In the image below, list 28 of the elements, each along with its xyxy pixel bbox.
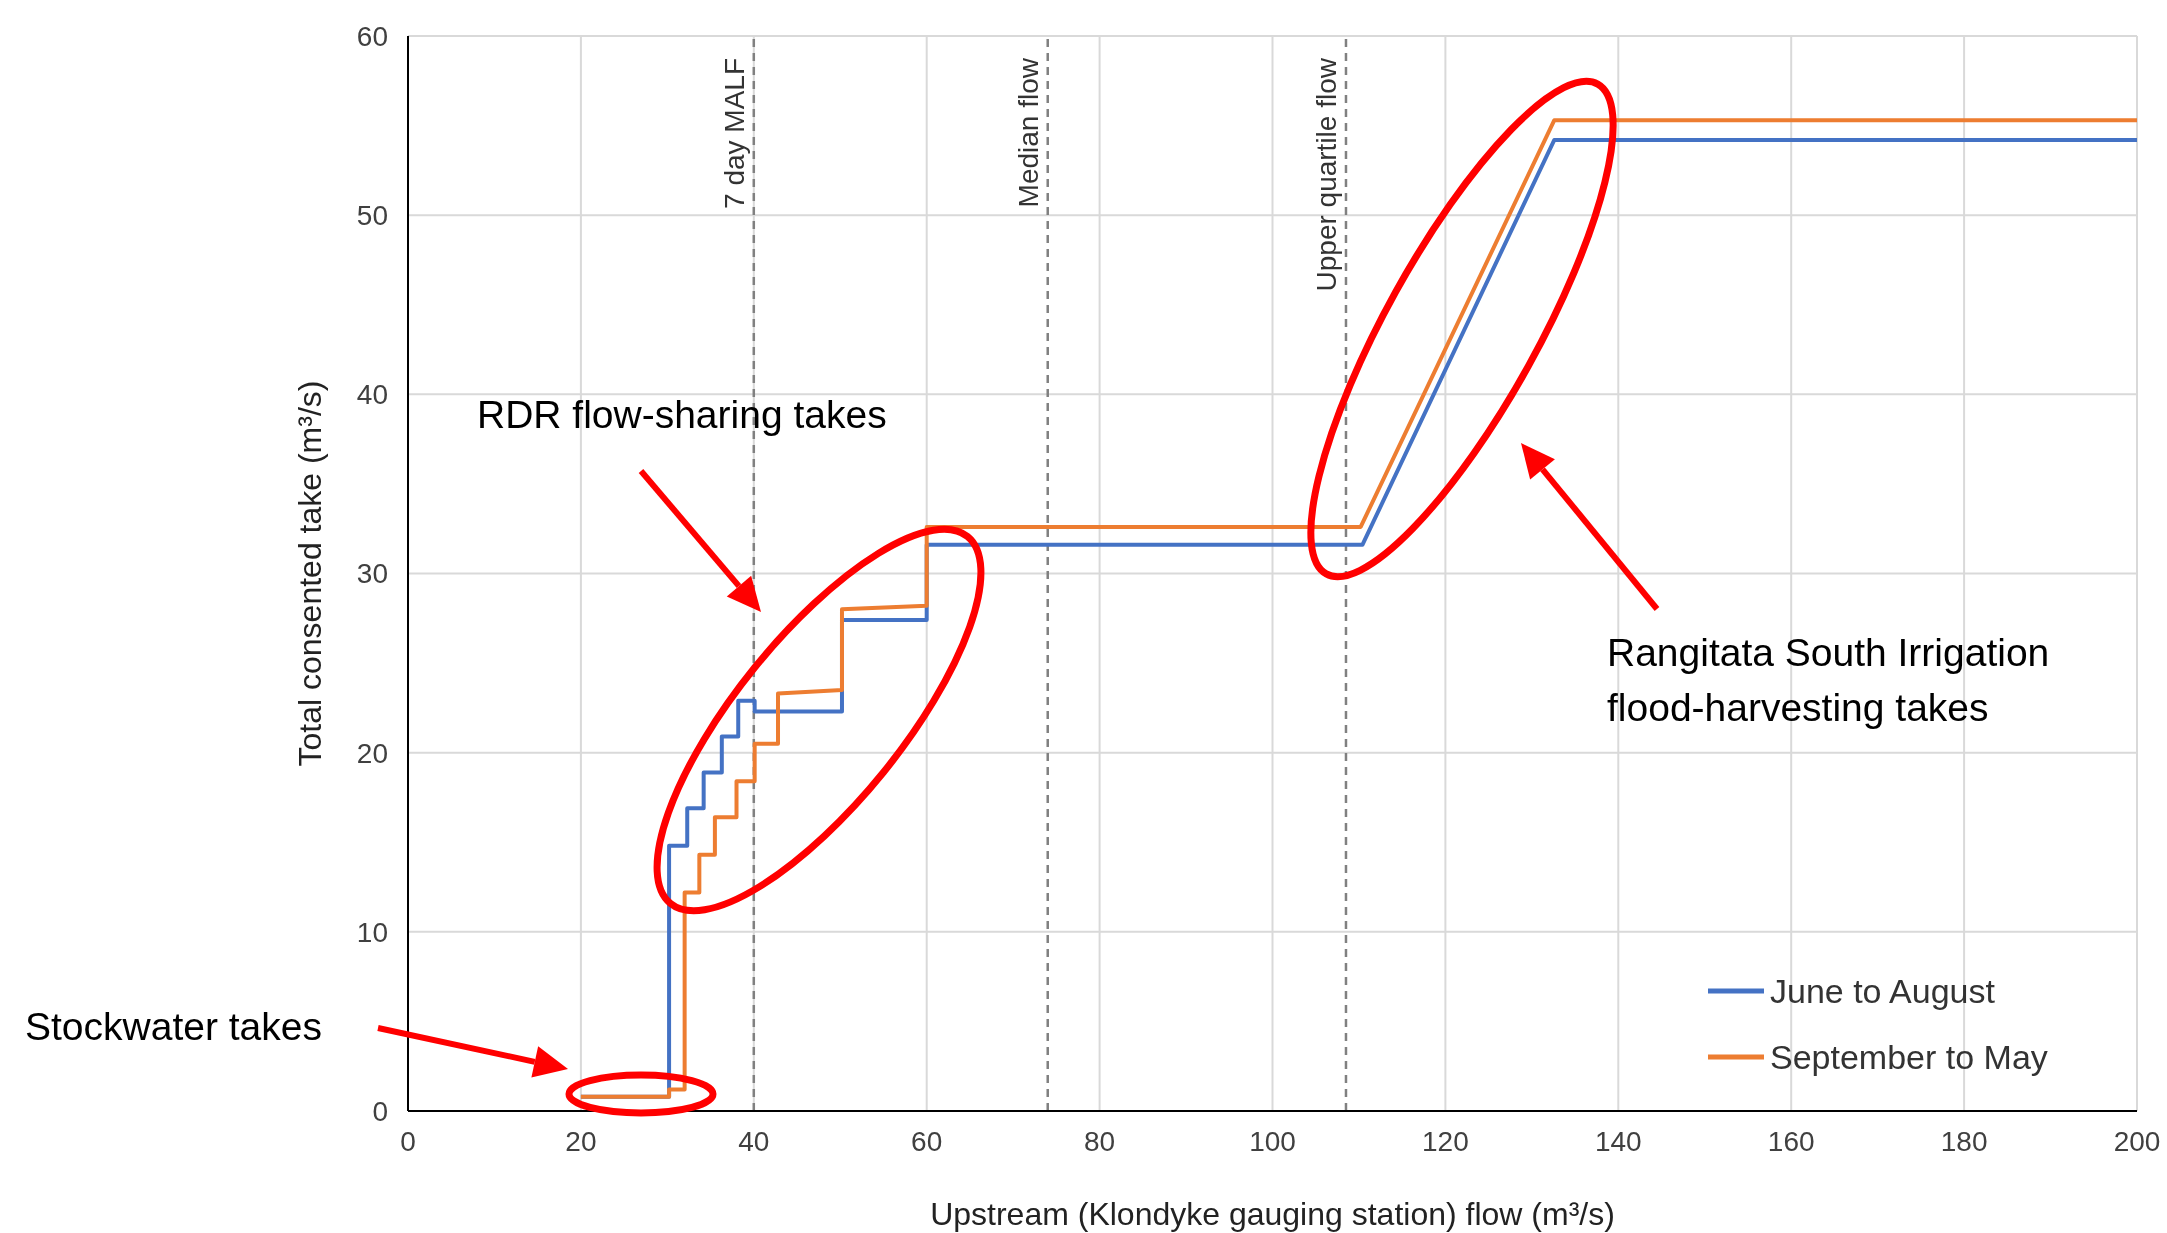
y-tick-label: 0 — [372, 1095, 388, 1127]
y-tick-label: 50 — [356, 200, 388, 232]
text: Stockwater takes — [25, 1005, 322, 1048]
legend-label: June to August — [1770, 971, 1995, 1011]
annotation: RDR flow-sharing takes — [477, 393, 887, 436]
x-tick-label: 140 — [1594, 1125, 1642, 1157]
x-tick-label: 100 — [1249, 1125, 1296, 1157]
x-tick-label: 180 — [1940, 1125, 1988, 1157]
x-tick-label: 80 — [1084, 1125, 1116, 1157]
x-tick-label: 0 — [400, 1125, 416, 1157]
annotation: Rangitata South Irrigation flood-harvesting takes — [1607, 631, 2050, 729]
x-tick-label: 160 — [1767, 1125, 1815, 1157]
ref-line-label: 7 day MALF — [718, 58, 750, 209]
legend-label: September to May — [1770, 1037, 2048, 1077]
x-tick-label: 40 — [738, 1125, 770, 1157]
y-tick-label: 30 — [356, 558, 388, 590]
x-tick-label: 60 — [911, 1125, 943, 1157]
ref-line-label: Median flow — [1012, 57, 1044, 208]
y-tick-label: 20 — [356, 737, 388, 769]
ref-line-label: Upper quartile flow — [1310, 57, 1342, 292]
x-tick-label: 20 — [565, 1125, 597, 1157]
y-axis-title: Total consented take (m³/s) — [292, 380, 329, 767]
x-axis-title: Upstream (Klondyke gauging station) flow (m³/s) — [930, 1196, 1615, 1232]
y-tick-label: 40 — [356, 379, 388, 411]
y-tick-label: 60 — [356, 20, 388, 52]
x-tick-label: 200 — [2113, 1125, 2161, 1157]
x-tick-label: 120 — [1422, 1125, 1469, 1157]
y-tick-label: 10 — [356, 916, 388, 948]
